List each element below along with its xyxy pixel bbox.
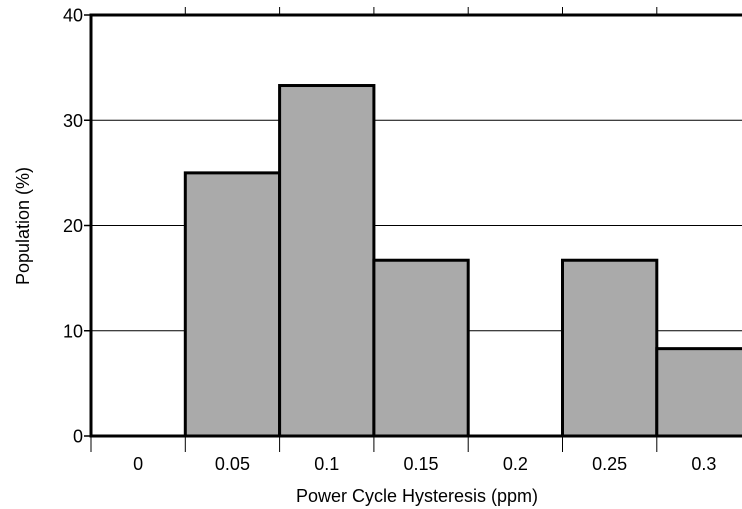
bar-0.1: [278, 84, 376, 438]
bar-0.3: [655, 347, 742, 438]
x-tick-label-0: 0: [133, 454, 143, 474]
x-tick-label-0.1: 0.1: [314, 454, 339, 474]
y-tick-label-0: 0: [73, 427, 83, 447]
y-axis-title: Population (%): [13, 167, 33, 285]
x-tick-label-0.2: 0.2: [503, 454, 528, 474]
x-tick-label-0.3: 0.3: [691, 454, 716, 474]
y-tick-labels: 0 10 20 30 40: [63, 6, 91, 447]
y-tick-label-20: 20: [63, 216, 83, 236]
bar-0.05: [183, 171, 282, 438]
x-tick-label-0.25: 0.25: [592, 454, 627, 474]
y-tick-label-10: 10: [63, 321, 83, 341]
x-tick-label-0.15: 0.15: [404, 454, 439, 474]
bars-group: [183, 84, 742, 438]
y-tick-label-40: 40: [63, 6, 83, 26]
bar-0.15: [372, 258, 470, 438]
x-tick-label-0.05: 0.05: [215, 454, 250, 474]
y-tick-label-30: 30: [63, 111, 83, 131]
x-axis-title: Power Cycle Hysteresis (ppm): [296, 486, 538, 506]
x-tick-labels: 0 0.05 0.1 0.15 0.2 0.25 0.3: [90, 7, 716, 474]
bar-0.25: [561, 258, 659, 438]
